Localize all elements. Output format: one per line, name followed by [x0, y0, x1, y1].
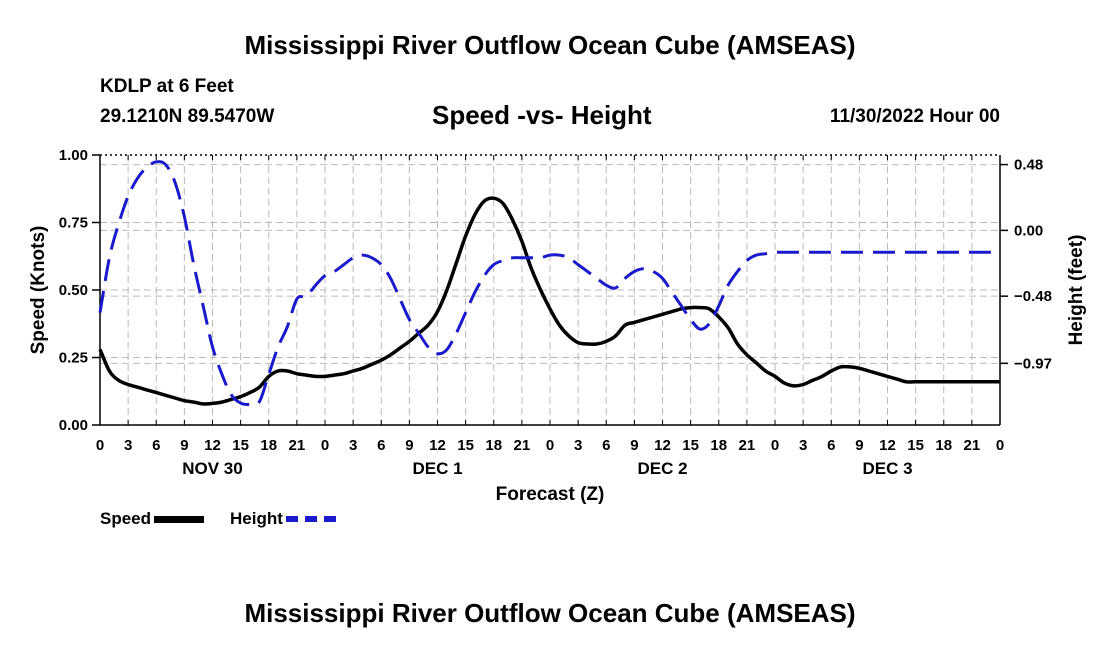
- x-tick-label: 0: [996, 437, 1004, 454]
- x-tick-label: 0: [321, 437, 329, 454]
- x-tick-label: 18: [935, 437, 952, 454]
- x-tick-label: 6: [152, 437, 160, 454]
- x-tick-label: 15: [682, 437, 699, 454]
- x-tick-label: 21: [739, 437, 756, 454]
- y-tick-label: 0.25: [59, 350, 88, 367]
- x-tick-label: 3: [799, 437, 807, 454]
- legend-speed: Speed: [100, 509, 205, 529]
- x-tick-label: 6: [377, 437, 385, 454]
- series-line-speed: [98, 196, 1000, 406]
- y2-tick-label: 0.48: [1014, 157, 1043, 174]
- chart-title: Mississippi River Outflow Ocean Cube (AM…: [244, 30, 856, 60]
- x-tick-label: 9: [855, 437, 863, 454]
- day-label: DEC 2: [637, 459, 687, 478]
- x-tick-label: 18: [260, 437, 277, 454]
- x-tick-label: 3: [124, 437, 132, 454]
- x-tick-label: 9: [180, 437, 188, 454]
- x-tick-label: 3: [349, 437, 357, 454]
- y2-axis-label: Height (feet): [1066, 235, 1087, 346]
- station-label: KDLP at 6 Feet: [100, 76, 234, 97]
- x-tick-label: 6: [602, 437, 610, 454]
- x-tick-label: 0: [96, 437, 104, 454]
- day-label: DEC 1: [412, 459, 462, 478]
- x-tick-label: 12: [879, 437, 896, 454]
- x-tick-label: 21: [514, 437, 531, 454]
- x-tick-label: 6: [827, 437, 835, 454]
- legend-height-swatch: [285, 516, 336, 522]
- x-tick-label: 21: [289, 437, 306, 454]
- x-tick-label: 3: [574, 437, 582, 454]
- y-tick-label: 1.00: [59, 147, 88, 164]
- legend-speed-swatch: [154, 515, 205, 523]
- x-tick-label: 12: [654, 437, 671, 454]
- legend-height: Height: [230, 509, 336, 529]
- day-label: DEC 3: [862, 459, 912, 478]
- x-tick-label: 12: [204, 437, 221, 454]
- x-axis-label: Forecast (Z): [496, 484, 605, 505]
- x-tick-label: 18: [485, 437, 502, 454]
- legend-height-label: Height: [230, 509, 283, 528]
- x-tick-label: 15: [457, 437, 474, 454]
- series-line-height: [98, 160, 1000, 407]
- y2-tick-label: −0.48: [1014, 288, 1052, 305]
- x-tick-label: 15: [232, 437, 249, 454]
- x-tick-label: 0: [771, 437, 779, 454]
- x-tick-label: 18: [710, 437, 727, 454]
- x-tick-label: 0: [546, 437, 554, 454]
- y-tick-label: 0.50: [59, 282, 88, 299]
- x-tick-label: 15: [907, 437, 924, 454]
- y2-tick-label: 0.00: [1014, 222, 1043, 239]
- x-tick-label: 9: [630, 437, 638, 454]
- coordinates-label: 29.1210N 89.5470W: [100, 106, 275, 127]
- forecast-datetime: 11/30/2022 Hour 00: [829, 106, 1000, 127]
- legend-speed-label: Speed: [100, 509, 152, 528]
- x-tick-label: 21: [964, 437, 981, 454]
- y-tick-label: 0.75: [59, 215, 88, 232]
- x-tick-label: 9: [405, 437, 413, 454]
- chart-subtitle: Speed -vs- Height: [432, 100, 652, 130]
- day-label: NOV 30: [182, 459, 242, 478]
- y-tick-label: 0.00: [59, 417, 88, 434]
- x-tick-label: 12: [429, 437, 446, 454]
- y-axis-label: Speed (Knots): [28, 226, 49, 355]
- y2-tick-label: −0.97: [1014, 355, 1052, 372]
- chart-title-repeat: Mississippi River Outflow Ocean Cube (AM…: [244, 598, 856, 628]
